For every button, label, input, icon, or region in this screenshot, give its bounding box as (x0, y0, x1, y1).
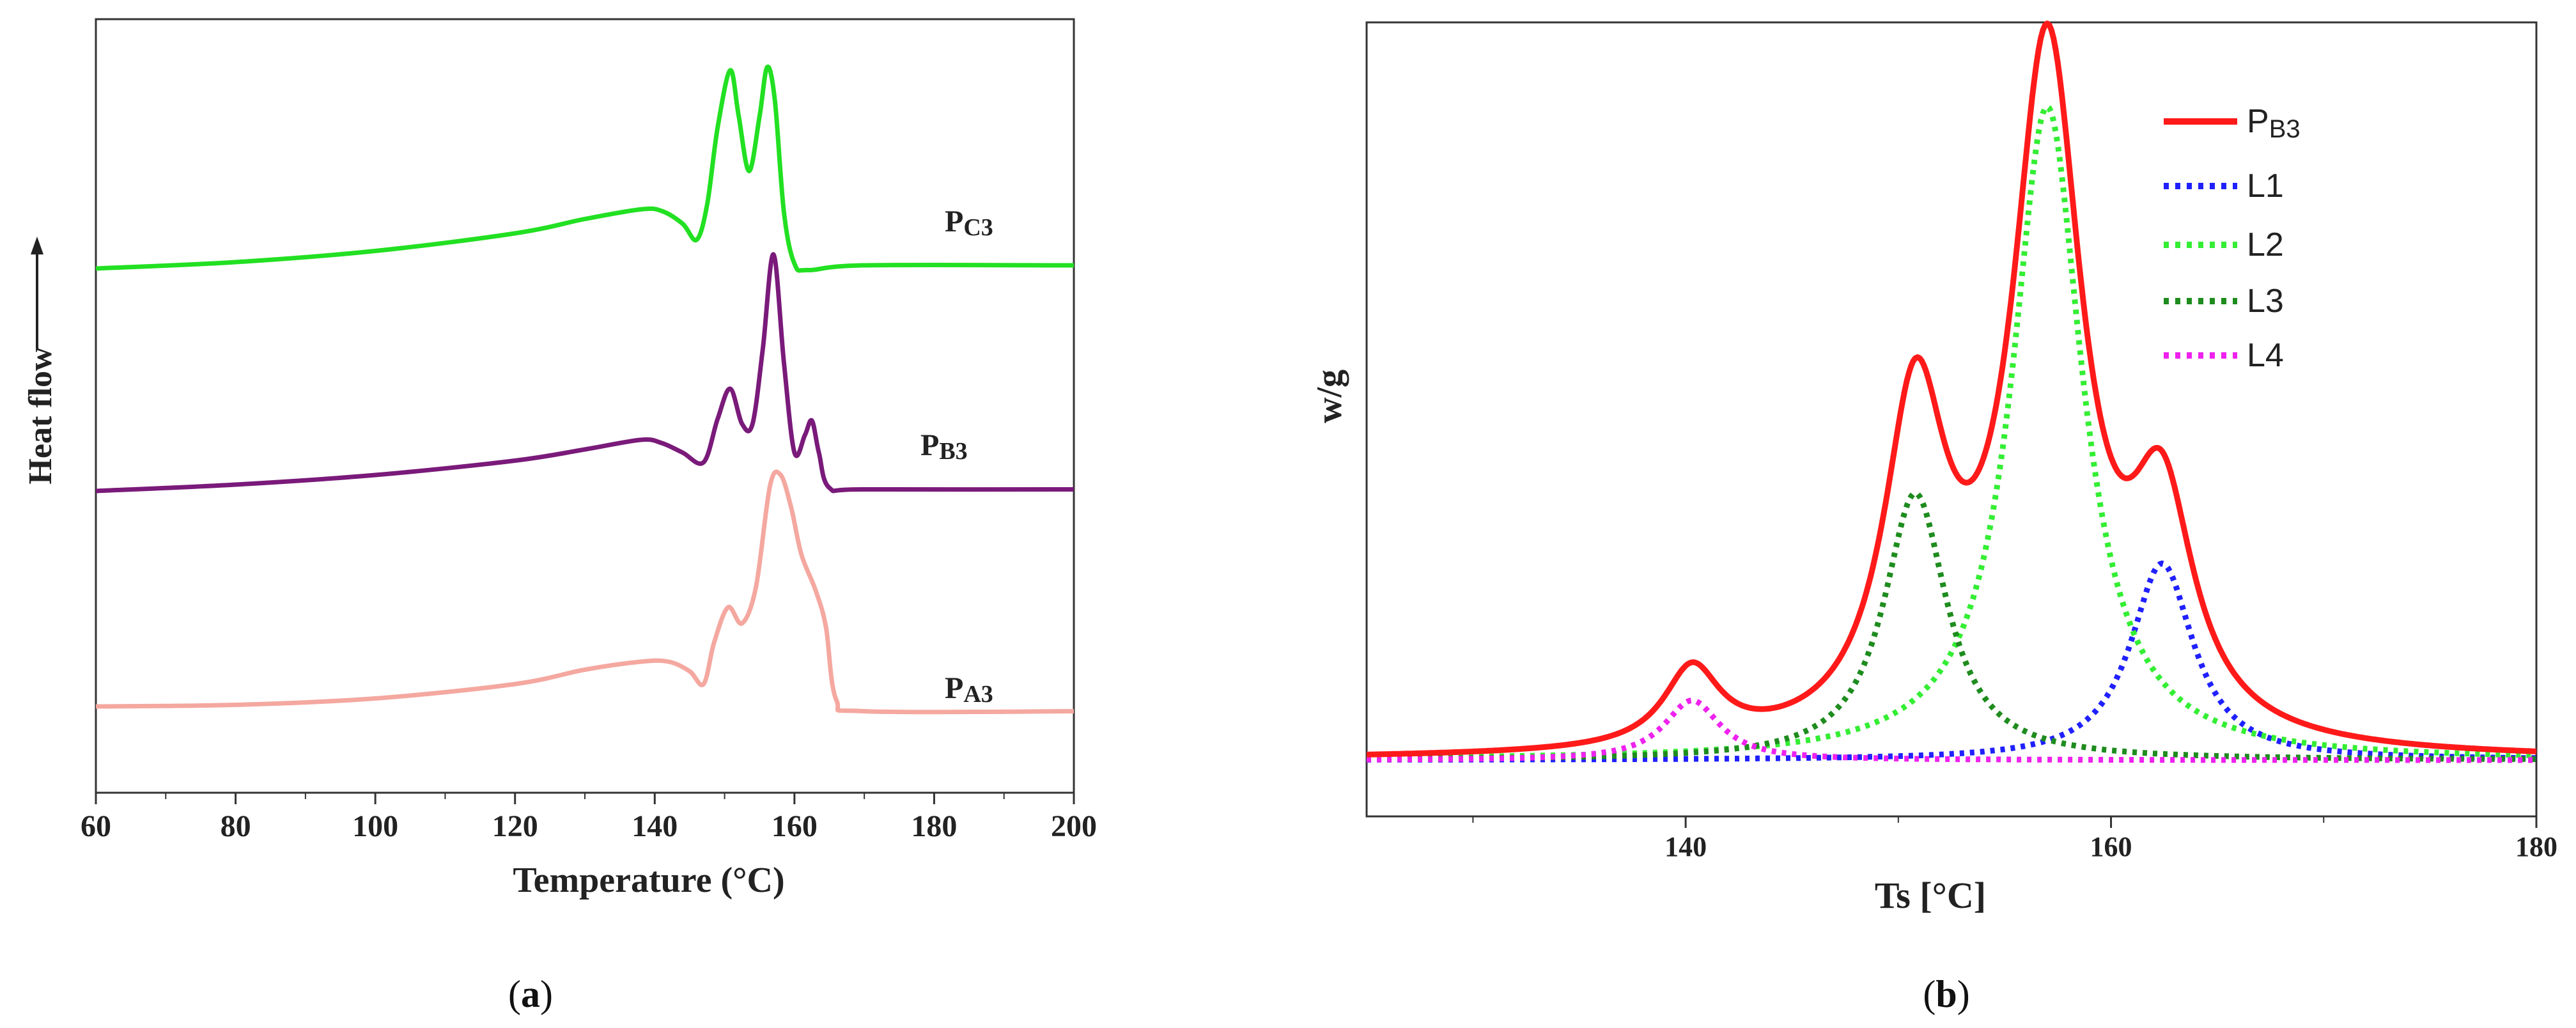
panel-b-x-tick-label: 180 (2515, 831, 2557, 862)
panel-b-curves (1365, 20, 2538, 763)
label-pc3: PC3 (945, 205, 993, 241)
series-line-pa3 (95, 469, 1075, 715)
panel-a-x-tick-label: 100 (352, 809, 398, 843)
panel-a-x-axis-label: Temperature (°C) (513, 861, 784, 900)
series-line-pb3 (1365, 20, 2538, 758)
series-line-l4 (1366, 697, 2536, 763)
svg-text:L4: L4 (2247, 337, 2284, 374)
series-line-pb3 (95, 252, 1075, 494)
panel-b-x-tick-label: 140 (1664, 831, 1707, 862)
panel-b-y-axis-label: w/g (1310, 370, 1349, 423)
panel-b-x-tick-label: 160 (2090, 831, 2132, 862)
panel-a-x-ticks (95, 793, 1075, 804)
panel-a-caption: (a) (508, 973, 553, 1015)
panel-a-frame (95, 18, 1075, 794)
panel-b-caption: (b) (1923, 973, 1969, 1015)
panel-a-x-tick-label: 200 (1051, 809, 1097, 843)
panel-a-x-tick-labels: 60 80 100 120 140 160 180 200 (81, 809, 1097, 843)
panel-a-x-tick-label: 140 (632, 809, 678, 843)
legend-item-l1: L1 (2164, 167, 2284, 205)
panel-b-frame (1365, 21, 2538, 818)
legend-item-pb3: PB3 (2164, 103, 2301, 143)
heat-flow-arrow-icon (31, 237, 43, 348)
panel-a-x-tick-label: 80 (221, 809, 251, 843)
series-line-l3 (1367, 490, 2536, 762)
series-line-pc3 (95, 64, 1075, 273)
svg-text:PB3: PB3 (2247, 103, 2301, 143)
panel-b-x-axis-label: Ts [°C] (1875, 875, 1986, 916)
legend-item-l2: L2 (2164, 226, 2284, 263)
panel-a-x-tick-label: 60 (81, 809, 111, 843)
series-line-l2 (1367, 103, 2537, 761)
label-pa3: PA3 (945, 671, 993, 708)
panel-a-x-tick-label: 120 (492, 809, 538, 843)
series-line-l1 (1367, 560, 2537, 763)
panel-a-curves (95, 64, 1075, 715)
panel-a: 60 80 100 120 140 160 180 200 PC3 PB3 PA3 Tempe… (22, 18, 1097, 1015)
label-pb3: PB3 (920, 428, 968, 465)
panel-b-x-ticks (1472, 816, 2538, 828)
panel-b-legend: PB3 L1 L2 L3 L4 (2164, 103, 2301, 374)
svg-text:L1: L1 (2247, 167, 2284, 205)
panel-b-x-tick-labels: 140 160 180 (1664, 831, 2557, 862)
panel-b: 140 160 180 PB3 L1 L2 L3 L4 (1310, 20, 2557, 1015)
panel-a-x-tick-label: 160 (772, 809, 818, 843)
svg-text:L3: L3 (2247, 283, 2284, 320)
panel-a-x-tick-label: 180 (911, 809, 957, 843)
legend-item-l4: L4 (2164, 337, 2284, 374)
panel-a-y-axis-label: Heat flow (22, 347, 59, 485)
svg-text:L2: L2 (2247, 226, 2284, 263)
legend-item-l3: L3 (2164, 283, 2284, 320)
